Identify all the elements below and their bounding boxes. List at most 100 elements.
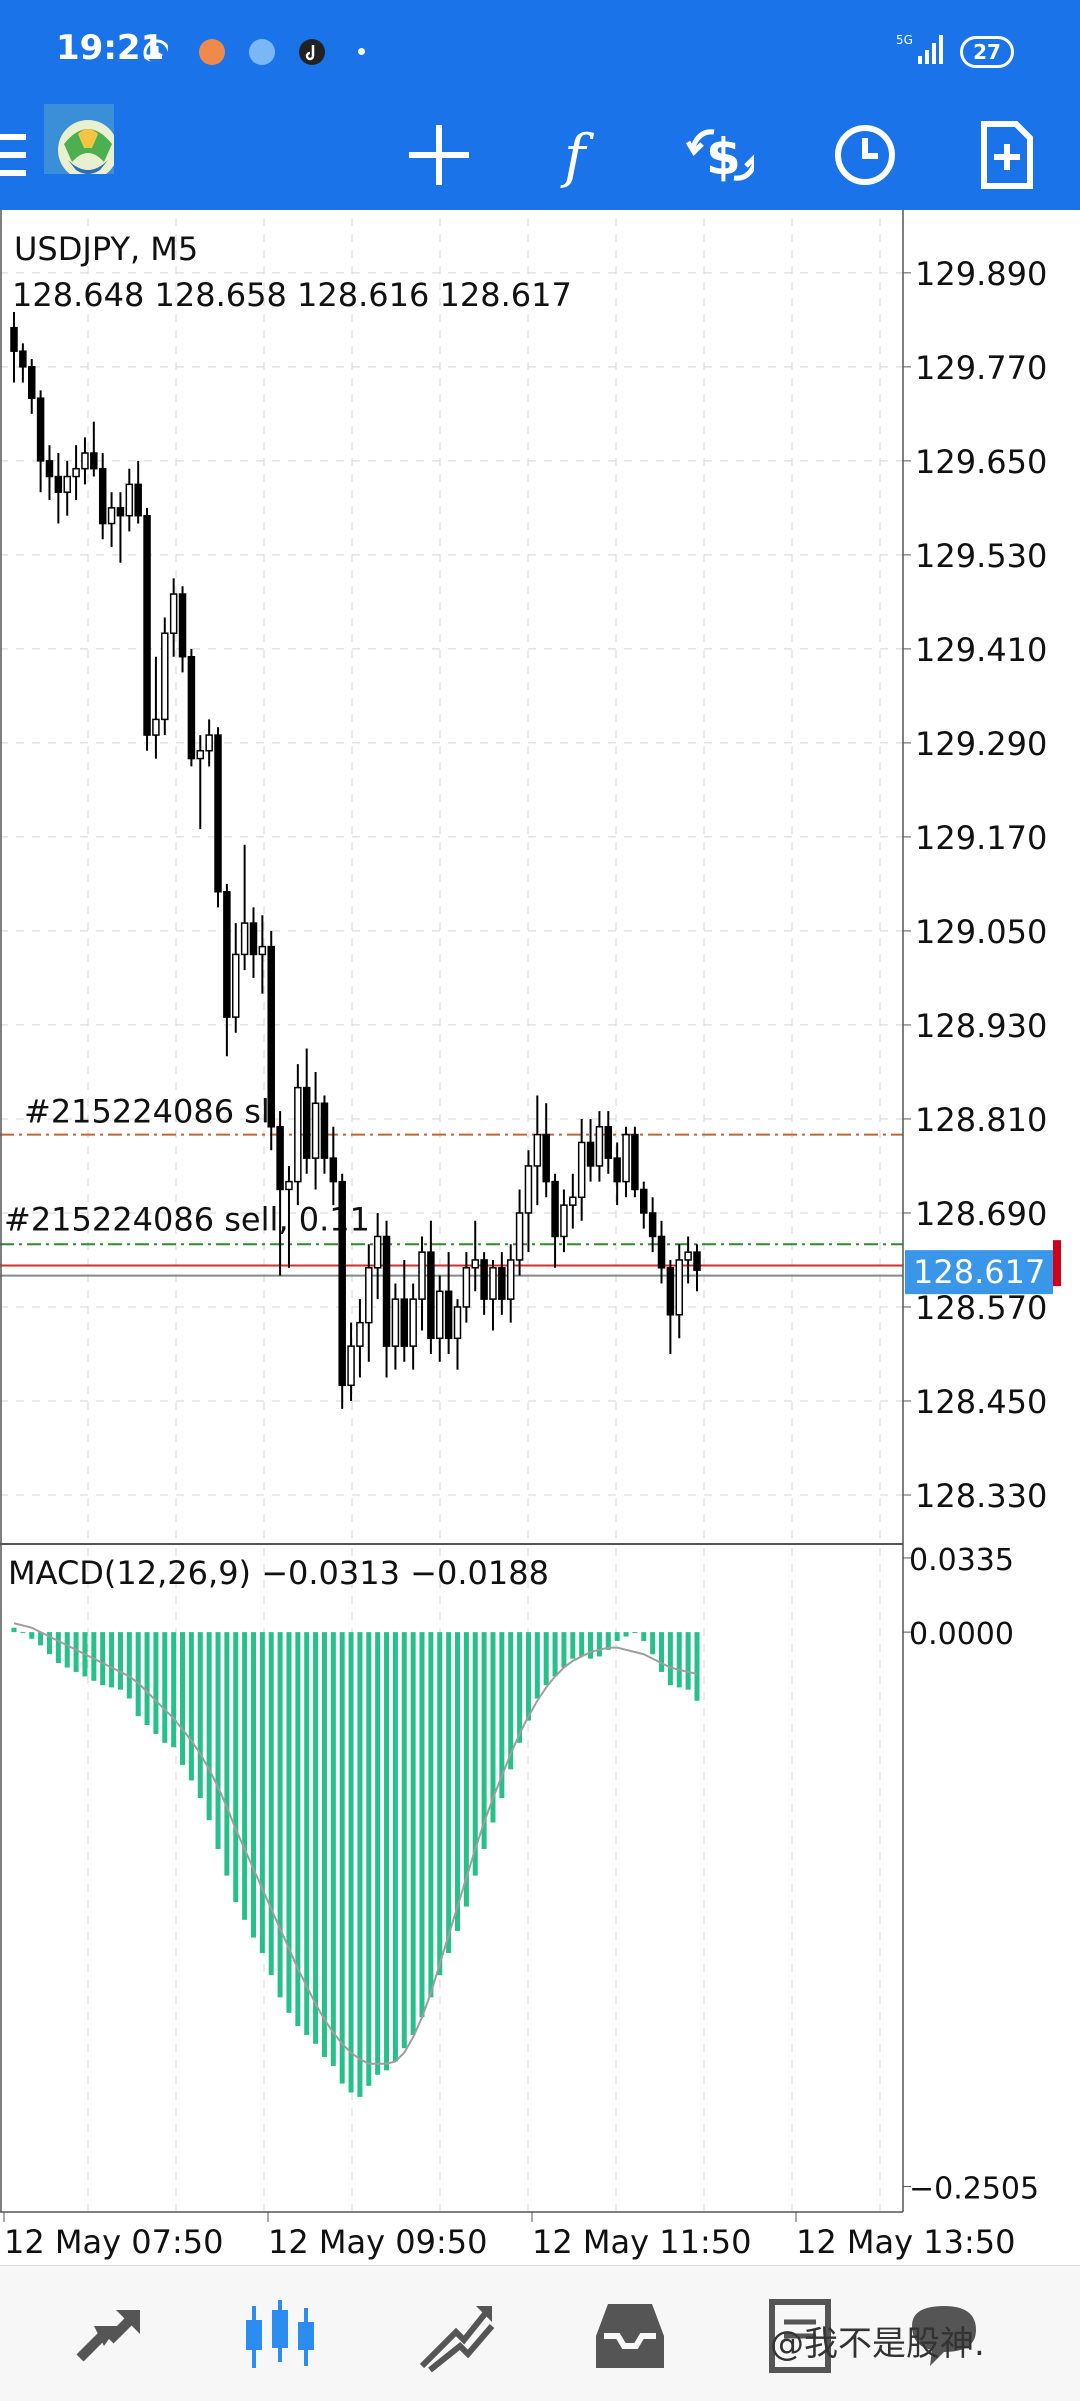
candle: [45, 445, 54, 501]
chart-area[interactable]: #215224086 sl #215224086 sell, 0.11 129.8…: [0, 210, 1080, 2265]
candle: [285, 1165, 293, 1268]
macd-bar: [259, 1632, 265, 1954]
candle: [382, 1220, 391, 1378]
candle-body: [223, 891, 231, 1018]
candle: [506, 1244, 515, 1323]
macd-bar: [667, 1632, 673, 1686]
price-tick-label: 128.690: [915, 1195, 1047, 1233]
timeframe-clock-icon[interactable]: [830, 120, 900, 190]
candle-body: [347, 1345, 355, 1387]
candle-body: [551, 1180, 559, 1238]
candle-body: [107, 507, 116, 525]
trade-icon[interactable]: [416, 2296, 496, 2376]
tiktok-icon: [299, 39, 325, 65]
signal-icon: 5G: [896, 33, 943, 64]
price-tick-label: 129.050: [915, 913, 1047, 951]
candle: [365, 1244, 373, 1362]
macd-bar: [126, 1632, 132, 1699]
candle-body: [45, 460, 54, 478]
candle-body: [276, 1126, 284, 1191]
candle-body: [152, 718, 160, 736]
order-label: #215224086 sell, 0.11: [4, 1200, 370, 1238]
candle-body: [329, 1157, 338, 1183]
candle-body: [169, 593, 178, 634]
candle: [152, 656, 160, 759]
price-tick-label: 128.930: [915, 1007, 1047, 1045]
candle-body: [409, 1298, 417, 1347]
macd-bar: [410, 1632, 416, 2035]
macd-bar: [153, 1632, 159, 1734]
candle: [418, 1236, 426, 1331]
candle: [223, 883, 231, 1057]
macd-bar: [579, 1632, 585, 1657]
messages-icon[interactable]: [904, 2296, 984, 2376]
macd-bar: [357, 1632, 363, 2097]
candle-body: [391, 1298, 400, 1347]
candle: [640, 1181, 648, 1229]
candle-body: [498, 1267, 506, 1300]
macd-bar: [188, 1632, 194, 1781]
candle: [533, 1095, 542, 1206]
candle: [276, 1111, 284, 1276]
candle: [453, 1299, 462, 1370]
macd-bar: [623, 1632, 629, 1637]
macd-bar: [38, 1632, 44, 1646]
new-document-icon[interactable]: [972, 120, 1042, 190]
macd-bar: [117, 1632, 123, 1690]
chart-canvas[interactable]: #215224086 sl #215224086 sell, 0.11 129.8…: [0, 210, 1080, 2265]
candle: [622, 1126, 630, 1198]
quotes-icon[interactable]: [70, 2296, 150, 2376]
candle: [648, 1197, 657, 1253]
candle: [205, 719, 213, 767]
candle-body: [125, 483, 134, 517]
candle-body: [480, 1259, 488, 1300]
candle-body: [418, 1251, 426, 1300]
candle-body: [524, 1165, 533, 1214]
candle: [675, 1244, 683, 1339]
candle: [81, 437, 89, 485]
candle: [391, 1283, 400, 1370]
candle-body: [258, 945, 267, 956]
history-icon[interactable]: [590, 2296, 670, 2376]
macd-bar: [215, 1632, 221, 1850]
candle: [19, 343, 27, 383]
macd-bar: [171, 1632, 177, 1748]
menu-icon[interactable]: [0, 128, 70, 198]
candle: [302, 1048, 311, 1174]
macd-bar: [534, 1632, 540, 1699]
candle: [125, 468, 134, 532]
candle: [657, 1220, 666, 1284]
battery-indicator: 27: [960, 36, 1014, 68]
candle-body: [622, 1133, 630, 1183]
crosshair-icon[interactable]: [404, 120, 474, 190]
journal-icon[interactable]: [762, 2296, 842, 2376]
macd-bar: [543, 1632, 549, 1686]
macd-bar: [339, 1632, 345, 2084]
candle-body: [90, 452, 98, 470]
candle-body: [196, 749, 205, 760]
chart-icon[interactable]: [240, 2296, 320, 2376]
macd-bar: [588, 1632, 594, 1659]
candle-body: [338, 1180, 346, 1387]
indicators-icon[interactable]: f: [544, 120, 614, 190]
candle: [666, 1259, 675, 1354]
candle: [604, 1111, 613, 1174]
notification-app-icon: [249, 39, 275, 65]
trade-icon[interactable]: $: [684, 120, 754, 190]
macd-bar: [295, 1632, 301, 2027]
macd-bar: [499, 1632, 505, 1799]
macd-bar: [685, 1632, 691, 1690]
macd-bar: [570, 1632, 576, 1659]
macd-bar: [20, 1632, 26, 1634]
svg-text:f: f: [560, 122, 595, 190]
candle: [400, 1259, 409, 1362]
candle-body: [577, 1141, 586, 1199]
price-tick-label: 128.570: [915, 1289, 1047, 1327]
macd-bar: [614, 1632, 620, 1641]
chart-grid: [0, 218, 903, 2212]
candle-body: [515, 1212, 524, 1261]
candle: [480, 1252, 488, 1315]
candle: [320, 1095, 329, 1174]
price-tick-label: 129.530: [915, 537, 1047, 575]
macd-bar: [472, 1632, 478, 1876]
